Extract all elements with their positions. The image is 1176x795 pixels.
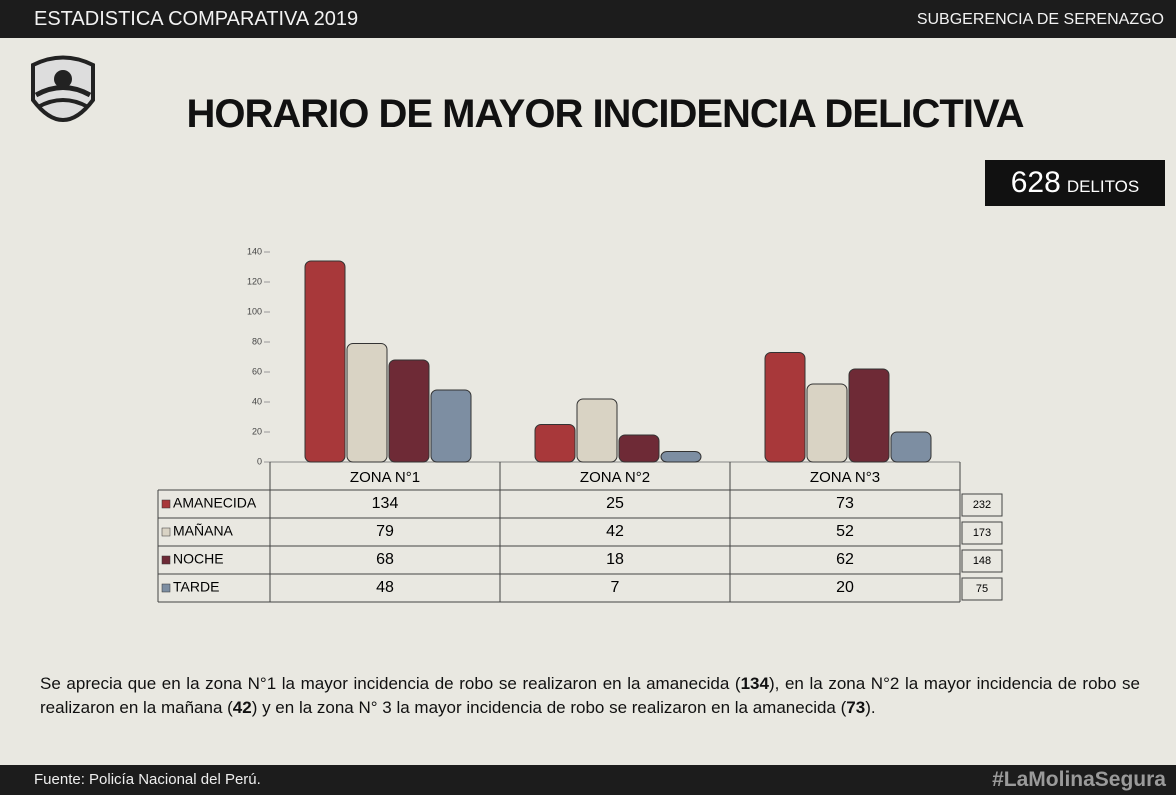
row-total: 75 xyxy=(976,583,988,595)
y-tick-label: 100 xyxy=(247,306,262,316)
data-label: 25 xyxy=(606,495,624,512)
data-label: 68 xyxy=(376,551,394,568)
legend-swatch xyxy=(161,555,171,565)
header-right: SUBGERENCIA DE SERENAZGO xyxy=(916,11,1164,28)
description-part: 73 xyxy=(846,698,866,717)
description-part: ), en la zona N°2 la mayor incidencia de… xyxy=(40,674,1141,717)
legend-swatch xyxy=(161,527,171,537)
description: Se aprecia que en la zona N°1 la mayor i… xyxy=(40,672,1140,720)
footer-source: Fuente: Policía Nacional del Perú. xyxy=(34,771,261,788)
data-label: 7 xyxy=(611,579,620,596)
bar xyxy=(346,343,388,463)
legend-label: MAÑANA xyxy=(173,523,234,539)
y-tick-label: 20 xyxy=(252,426,262,436)
y-tick-label: 140 xyxy=(247,246,262,256)
logo xyxy=(31,55,95,122)
x-tick-label: ZONA N°1 xyxy=(350,469,420,486)
chart: 0 20 40 60 80 100 120 140 ZONA N°1 ZONA N°2 ZONA N… xyxy=(157,246,1003,603)
y-tick-label: 40 xyxy=(252,396,262,406)
description-part: ). xyxy=(865,698,876,717)
total-cell xyxy=(961,521,1003,545)
data-label: 20 xyxy=(836,579,854,596)
data-label: 18 xyxy=(606,551,624,568)
data-label: 42 xyxy=(606,523,624,540)
data-label: 79 xyxy=(376,523,394,540)
bar xyxy=(660,451,702,463)
data-label: 48 xyxy=(376,579,394,596)
bar xyxy=(304,260,346,463)
description-part: ) y en la zona N° 3 la mayor incidencia … xyxy=(251,698,847,717)
total-cell xyxy=(961,549,1003,573)
legend-swatch xyxy=(161,583,171,593)
row-total: 173 xyxy=(973,527,991,539)
x-tick-label: ZONA N°2 xyxy=(580,469,650,486)
data-label: 73 xyxy=(836,495,854,512)
bar xyxy=(430,389,472,463)
footer-bar: Fuente: Policía Nacional del Perú. #LaMo… xyxy=(0,765,1176,795)
legend-label: AMANECIDA xyxy=(173,495,257,511)
bar xyxy=(848,368,890,463)
bar xyxy=(806,383,848,463)
data-label: 134 xyxy=(372,495,399,512)
header-left: ESTADISTICA COMPARATIVA 2019 xyxy=(34,8,359,30)
bar xyxy=(618,434,660,463)
total-cell xyxy=(961,493,1003,517)
description-part: 134 xyxy=(740,674,769,693)
data-label: 62 xyxy=(836,551,854,568)
x-tick-label: ZONA N°3 xyxy=(810,469,880,486)
legend-swatch xyxy=(161,499,171,509)
y-tick-label: 60 xyxy=(252,366,262,376)
legend-label: TARDE xyxy=(173,579,219,595)
legend-label: NOCHE xyxy=(173,551,224,567)
description-part: Se aprecia que en la zona N°1 la mayor i… xyxy=(40,674,741,693)
data-label: 52 xyxy=(836,523,854,540)
bar xyxy=(534,424,576,463)
total-badge: 628 DELITOS xyxy=(985,160,1165,206)
row-total: 232 xyxy=(973,499,991,511)
description-part: 42 xyxy=(232,698,252,717)
y-tick-label: 120 xyxy=(247,276,262,286)
top-bar: ESTADISTICA COMPARATIVA 2019 SUBGERENCIA… xyxy=(0,0,1176,38)
footer-hashtag: #LaMolinaSegura xyxy=(992,768,1166,791)
row-total: 148 xyxy=(973,555,991,567)
total-cell xyxy=(961,577,1003,601)
y-tick-label: 80 xyxy=(252,336,262,346)
chart-title: HORARIO DE MAYOR INCIDENCIA DELICTIVA xyxy=(186,92,1024,136)
bar xyxy=(576,398,618,463)
y-tick-label: 0 xyxy=(257,456,262,466)
bar xyxy=(890,431,932,463)
bar xyxy=(388,359,430,463)
bar xyxy=(764,352,806,463)
total-value: 628 xyxy=(1010,166,1061,199)
total-unit: DELITOS xyxy=(1066,177,1140,196)
